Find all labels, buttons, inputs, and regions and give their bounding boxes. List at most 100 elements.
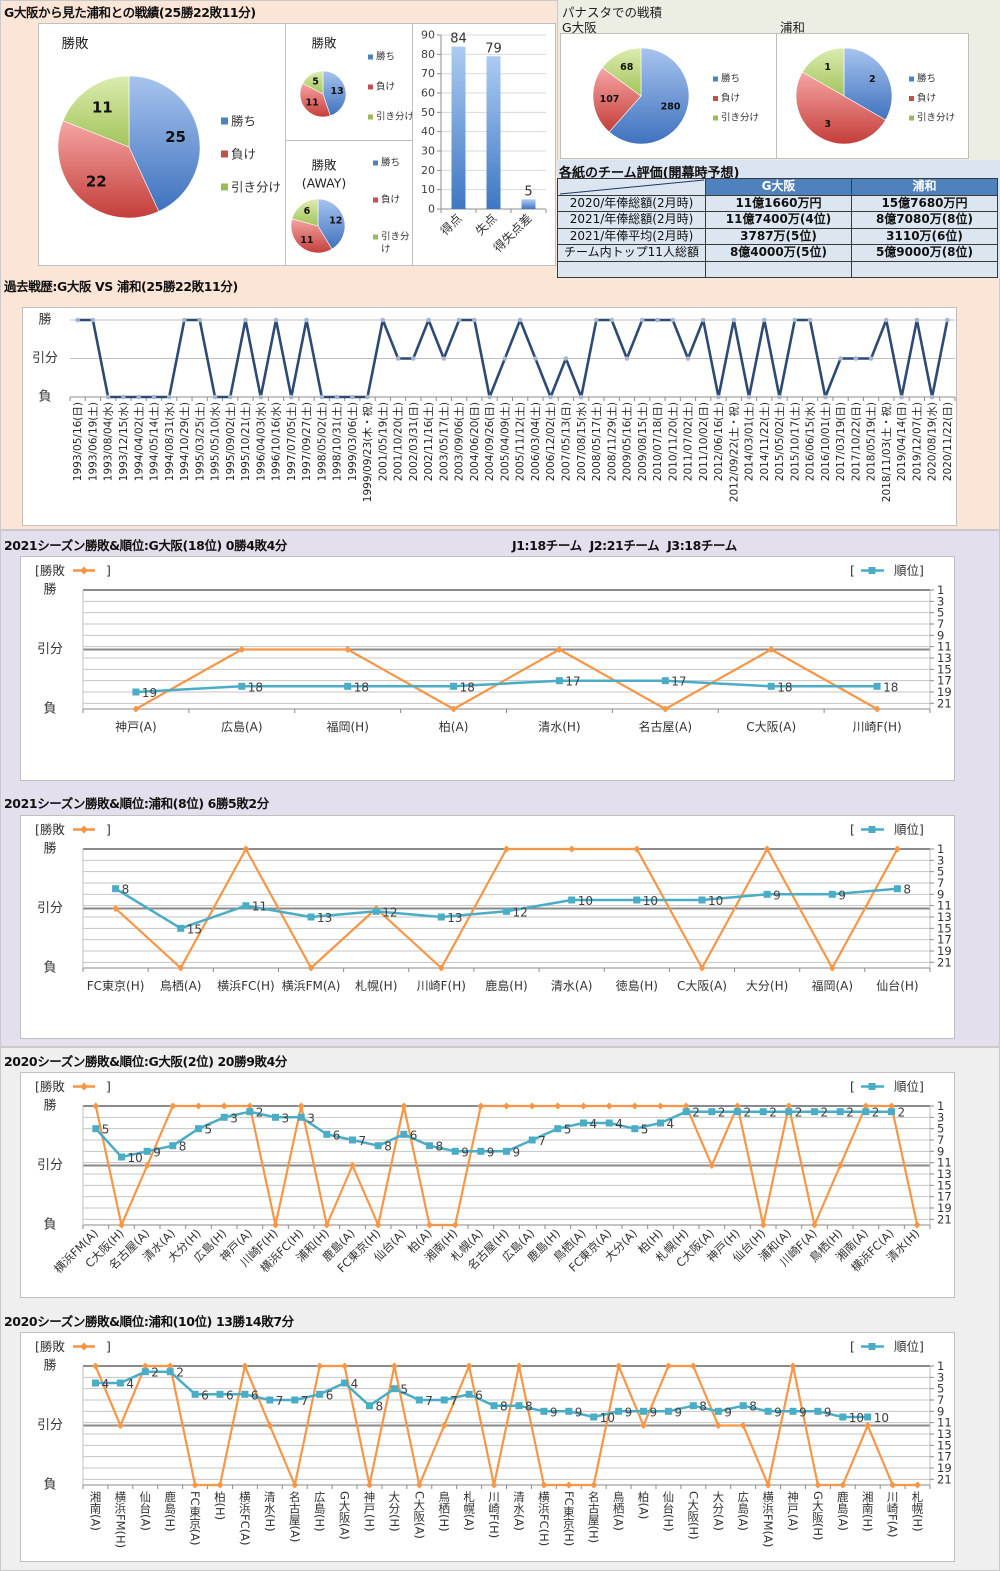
- result-marker: [734, 1102, 741, 1110]
- x-tick-label: 横浜FM(A): [282, 979, 341, 993]
- y-tick-label: 負: [43, 702, 56, 717]
- x-tick-label: 鹿島(A): [836, 1490, 850, 1531]
- y2-tick-label: 9: [937, 1404, 944, 1418]
- x-tick-label: 大分(H): [746, 979, 788, 993]
- rank-data-label: 5: [564, 1123, 572, 1137]
- history-marker: [792, 317, 798, 323]
- x-tick-label: 仙台(H): [876, 978, 918, 993]
- result-marker: [889, 1481, 897, 1489]
- history-marker: [304, 317, 309, 323]
- result-marker: [437, 964, 445, 972]
- y2-tick-label: 1: [937, 1359, 944, 1373]
- result-marker: [195, 1102, 202, 1110]
- result-marker: [349, 1162, 356, 1169]
- panasta-title: パナスタでの戦積: [562, 5, 663, 20]
- history-title: 過去戦歴:G大阪 VS 浦和(25勝22敗11分): [4, 279, 238, 294]
- result-marker: [503, 845, 510, 853]
- rank-data-label: 9: [799, 1405, 807, 1419]
- result-marker: [714, 1422, 722, 1429]
- result-marker: [554, 1102, 562, 1110]
- history-marker: [838, 356, 843, 361]
- pie-chart-panasta-urawa-box: 2 3 1 勝ち 負け 引き分け: [776, 33, 969, 159]
- history-marker: [899, 394, 904, 400]
- rank-marker: [873, 682, 881, 690]
- history-marker: [426, 317, 431, 323]
- rank-marker: [415, 1396, 423, 1404]
- x-tick-label: 徳島(H): [616, 978, 658, 993]
- x-tick-label: 2020/11/22(日): [942, 402, 954, 481]
- result-marker: [739, 1422, 747, 1429]
- rank-marker: [465, 1390, 473, 1398]
- legend-result-label: [勝敗: [35, 822, 65, 837]
- rank-marker: [814, 1407, 822, 1415]
- pie-data-label: 12: [329, 216, 342, 227]
- legend-result-bracket: ]: [106, 563, 111, 578]
- rank-data-label: 13: [317, 911, 332, 925]
- y-tick-label: 引分: [37, 642, 63, 657]
- legend-label: 負け: [721, 92, 740, 104]
- legend-swatch-draw: [221, 183, 228, 191]
- rank-marker: [605, 1119, 613, 1127]
- pie-chart-panasta-gosaka-box: 280 107 68 勝ち 負け 引き分け: [560, 33, 777, 159]
- gridlines: [82, 589, 931, 713]
- cell-urawa: 8億7080万(8位): [851, 211, 998, 229]
- pie-slice-loss: [795, 71, 886, 145]
- rank-data-label: 18: [248, 680, 263, 694]
- x-tick-label: 1996/04/03(水): [255, 402, 267, 481]
- history-marker: [578, 394, 584, 400]
- pie-slice-loss: [299, 82, 331, 118]
- rank-marker: [785, 1108, 793, 1116]
- pie-slice-win: [608, 47, 690, 145]
- x-tick-label: 1993/12/15(水): [118, 402, 130, 481]
- evaluation-table: G大阪 浦和 2020/年俸総額(2月時) 11億1660万円 15億7680万…: [557, 178, 998, 278]
- legend-label: 引き分け: [721, 113, 759, 124]
- rank-marker: [767, 682, 775, 690]
- rank-data-label: 11: [252, 900, 267, 914]
- history-marker: [624, 356, 630, 361]
- rank-marker: [828, 890, 836, 898]
- rank-data-label: 7: [425, 1394, 433, 1408]
- rank-marker: [698, 896, 706, 904]
- x-tick-label: 鳥栖(A): [612, 1490, 626, 1531]
- result-marker: [92, 1362, 99, 1370]
- x-tick-label: 札幌(H): [355, 978, 397, 993]
- result-marker: [839, 1481, 847, 1489]
- rank-marker: [554, 1125, 562, 1133]
- y-tick-label: 30: [421, 145, 435, 158]
- rank-data-label: 9: [650, 1405, 658, 1419]
- y2-tick-label: 5: [937, 865, 944, 879]
- pie-data-label: 6: [304, 206, 311, 217]
- result-marker: [341, 1362, 349, 1370]
- rank-marker: [450, 682, 458, 690]
- x-tick-label: 川崎F(H): [417, 979, 466, 993]
- y2-tick-label: 17: [937, 1450, 952, 1464]
- y2-tick-label: 15: [937, 1438, 952, 1452]
- y-tick-label: 10: [421, 183, 435, 196]
- rank-data-label: 6: [326, 1388, 334, 1402]
- result-marker: [828, 964, 836, 972]
- result-marker: [605, 1102, 613, 1110]
- legend-result-label: [勝敗: [35, 563, 65, 578]
- legend-result-marker: [80, 1082, 88, 1091]
- result-marker: [169, 1102, 177, 1110]
- y2-tick-label: 9: [937, 887, 944, 901]
- rank-marker: [888, 1108, 895, 1116]
- result-marker: [241, 1362, 249, 1370]
- x-tick-label: 湘南(A): [89, 1490, 103, 1531]
- x-tick-label: 2008/11/29(土): [605, 402, 618, 481]
- result-line: [94, 1364, 918, 1487]
- result-marker: [555, 646, 563, 653]
- rank-data-label: 17: [565, 675, 580, 689]
- x-tick-label: 名古屋(A): [639, 719, 693, 734]
- rank-data-label: 7: [301, 1394, 309, 1408]
- x-tick-label: 2010/11/20(土): [666, 402, 679, 481]
- pie-data-label: 11: [300, 235, 313, 246]
- legend-rank-bracket: [: [850, 822, 855, 837]
- y-tick-label: 勝: [43, 842, 56, 857]
- result-marker: [633, 845, 641, 853]
- rank-marker: [116, 1379, 124, 1387]
- rank-marker: [291, 1396, 299, 1404]
- history-marker: [365, 394, 370, 400]
- panasta-gosaka-label: G大阪: [562, 20, 597, 35]
- result-marker: [92, 1102, 100, 1110]
